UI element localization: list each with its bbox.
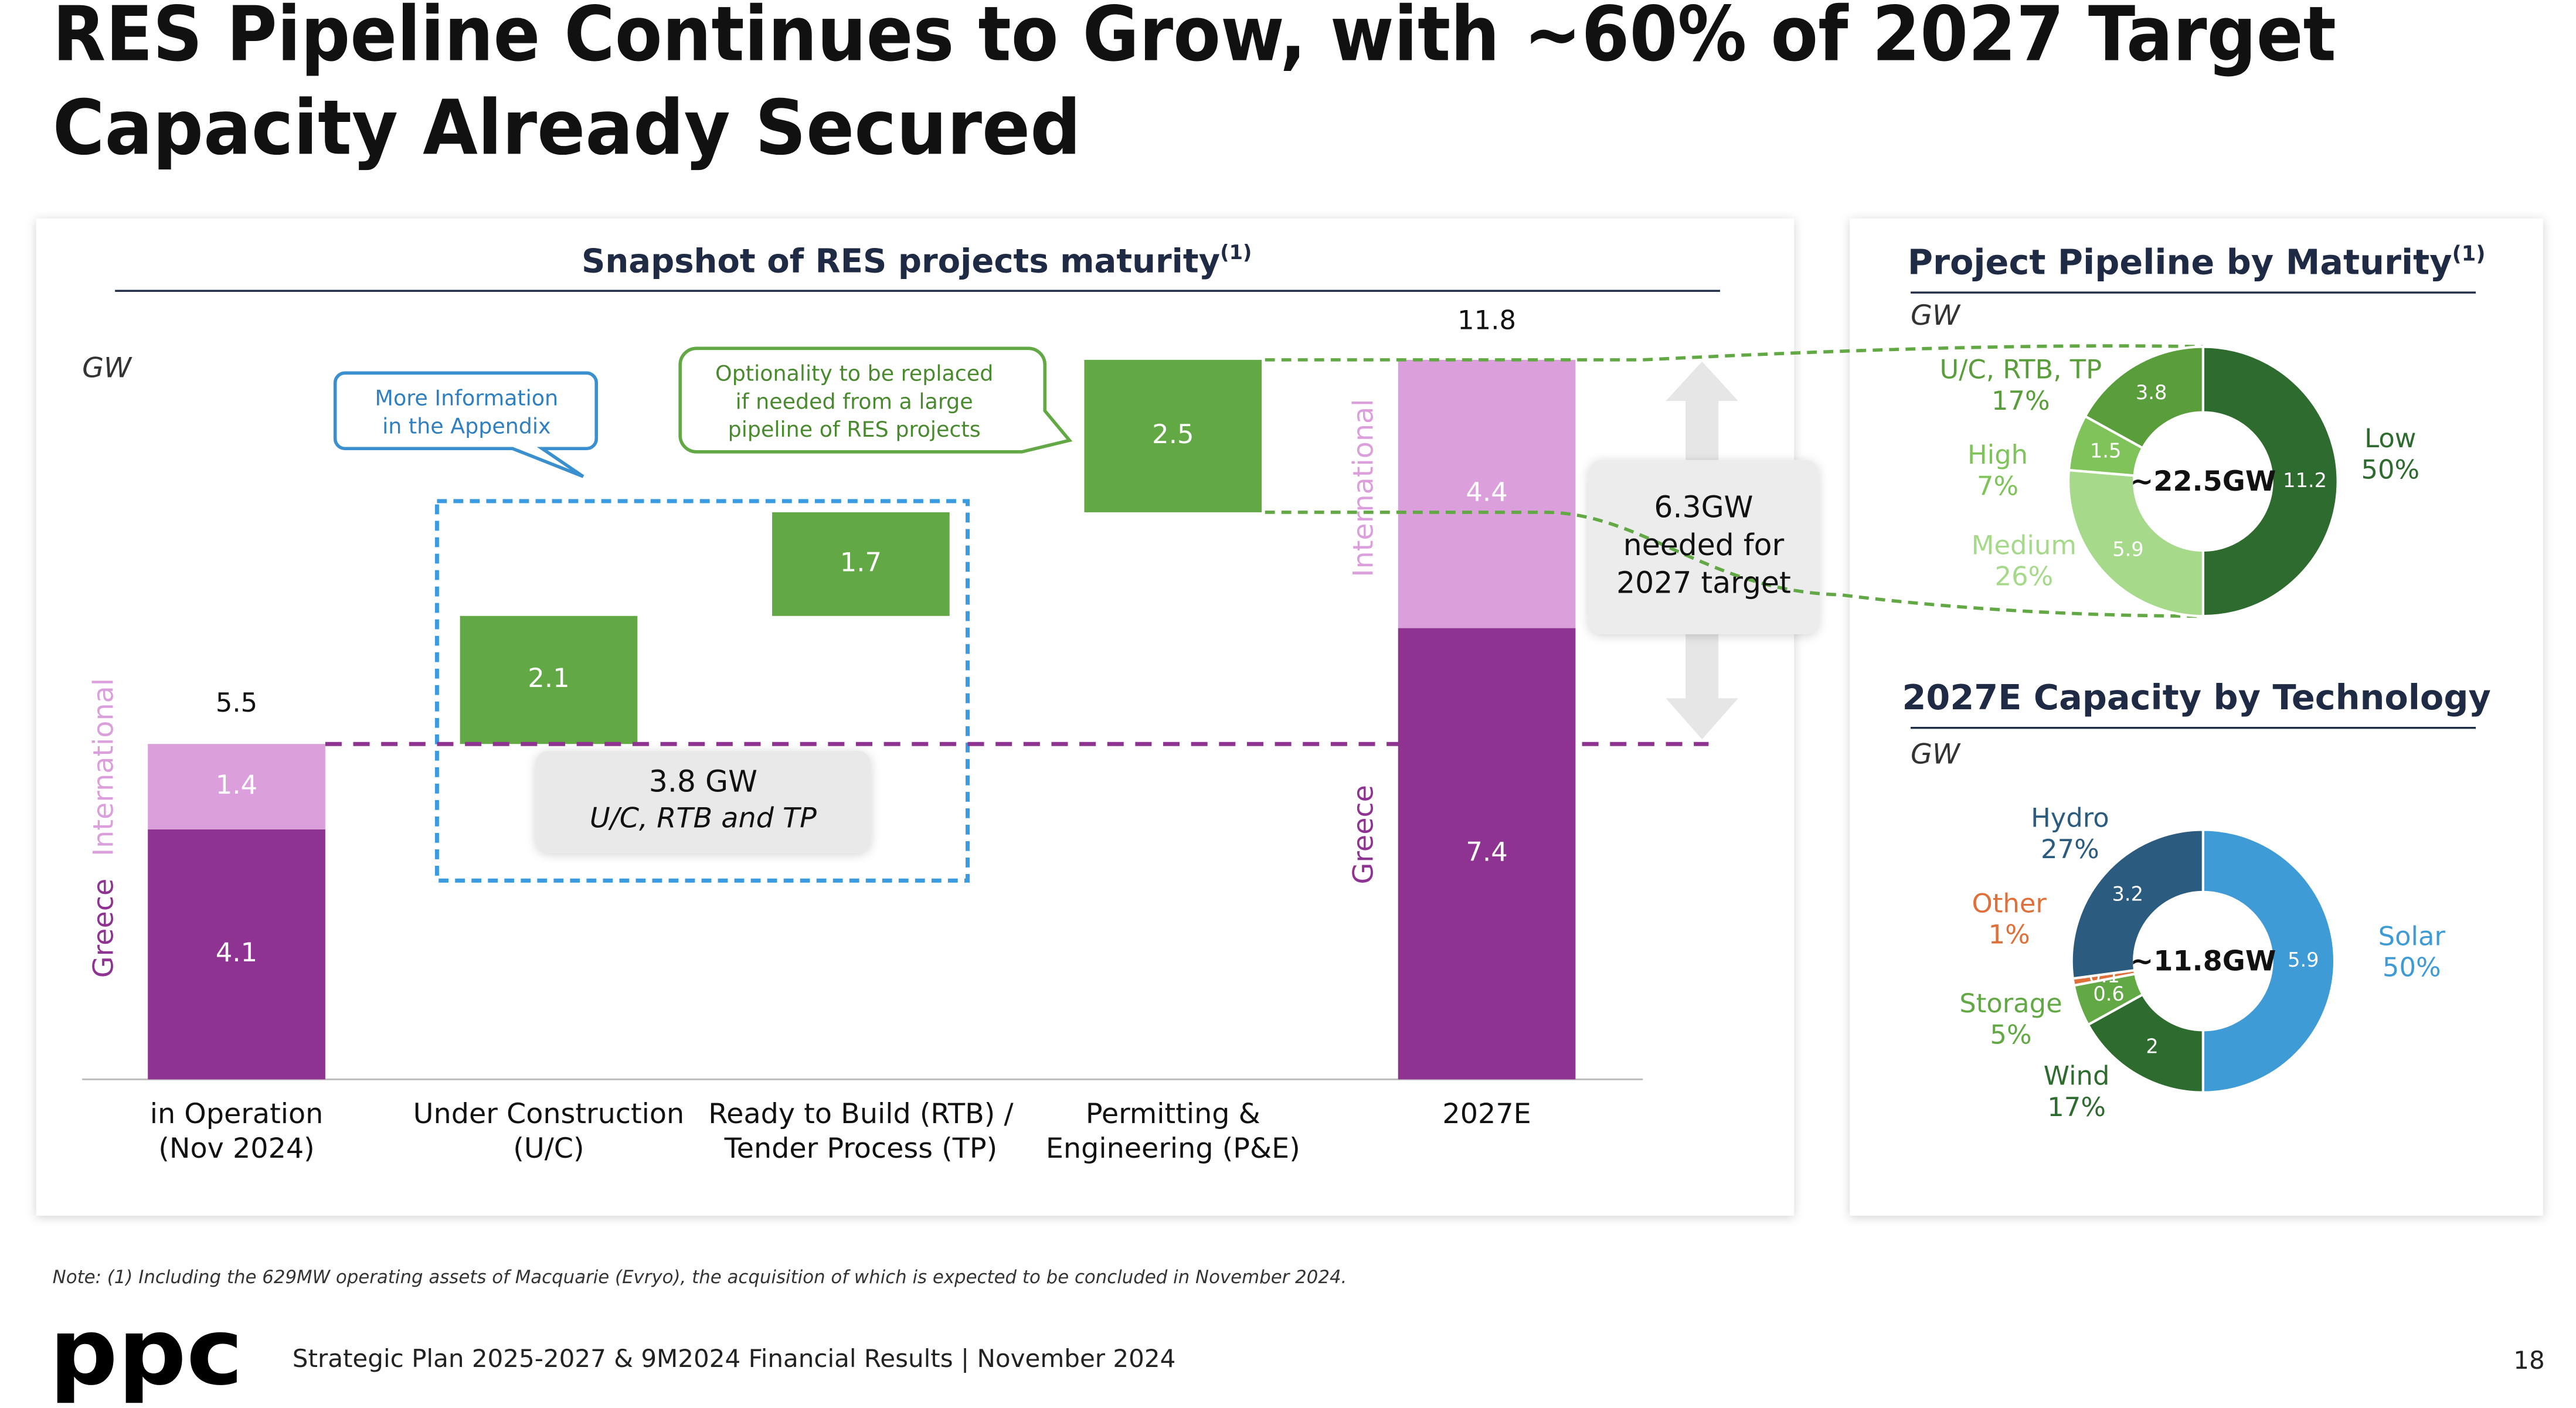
- guide-line: [1265, 344, 2203, 362]
- donut-segment: [2067, 468, 2204, 618]
- value-label: 3.2: [2112, 882, 2143, 905]
- value-label: 5.9: [2112, 538, 2143, 560]
- x-tick-label: Permitting &: [1086, 1098, 1260, 1130]
- chart-title: 2027E Capacity by Technology: [1902, 677, 2491, 717]
- donut-segment: [2086, 992, 2204, 1094]
- annotation: 3.8 GW: [649, 764, 757, 798]
- unit-label: GW: [82, 352, 132, 385]
- value-label: 1.5: [2090, 439, 2121, 462]
- category-label: Other: [1972, 887, 2047, 919]
- bar: [772, 512, 950, 616]
- category-label: High: [1967, 439, 2028, 470]
- share-label: 17%: [1992, 385, 2050, 416]
- value-label: 2: [2146, 1035, 2158, 1057]
- center-label: ~22.5GW: [2130, 465, 2276, 498]
- bar: [148, 744, 325, 829]
- total-label: 11.8: [1457, 304, 1516, 335]
- callout: [1588, 460, 1819, 634]
- annotation: More Information: [375, 386, 559, 411]
- share-label: 1%: [1989, 919, 2030, 950]
- share-label: 50%: [2383, 952, 2441, 983]
- x-tick-label: (Nov 2024): [158, 1132, 314, 1165]
- share-label: 26%: [1995, 561, 2054, 592]
- slide-title: Capacity Already Secured: [53, 84, 1081, 172]
- share-label: 5%: [1990, 1019, 2031, 1050]
- value-label: 5.9: [2288, 948, 2319, 971]
- annotation: U/C, RTB and TP: [590, 802, 817, 835]
- callout: [678, 346, 1073, 454]
- series-label: International: [1348, 399, 1380, 577]
- bar: [460, 615, 638, 744]
- donut-segment: [2201, 345, 2339, 618]
- unit-label: GW: [1911, 738, 1961, 770]
- value-label: 11.2: [2283, 469, 2327, 492]
- category-label: Solar: [2378, 920, 2446, 951]
- title-note: (1): [2452, 242, 2486, 266]
- footer: Strategic Plan 2025-2027 & 9M2024 Financ…: [293, 1344, 1176, 1373]
- share-label: 17%: [2047, 1091, 2106, 1123]
- value-label: 0.6: [2093, 982, 2124, 1005]
- share-label: 27%: [2041, 834, 2099, 865]
- slide-title: RES Pipeline Continues to Grow, with ~60…: [53, 0, 2336, 79]
- category-label: Wind: [2044, 1060, 2110, 1091]
- series-label: Greece: [87, 879, 120, 978]
- series-label: International: [87, 678, 120, 856]
- category-label: Low: [2364, 423, 2416, 454]
- annotation: pipeline of RES projects: [728, 417, 981, 442]
- value-label: 7.4: [1466, 836, 1507, 867]
- title-text: Project Pipeline by Maturity: [1908, 242, 2452, 282]
- annotation: needed for: [1623, 528, 1785, 562]
- footnote: Note: (1) Including the 629MW operating …: [53, 1267, 1347, 1288]
- bar: [148, 829, 325, 1080]
- logo: ppc: [49, 1299, 243, 1406]
- category-label: U/C, RTB, TP: [1939, 354, 2102, 385]
- callout: [535, 750, 871, 853]
- x-tick-label: 2027E: [1442, 1098, 1531, 1130]
- title-text: 2027E Capacity by Technology: [1902, 677, 2491, 717]
- title-note: (1): [1220, 240, 1252, 263]
- share-label: 7%: [1977, 470, 2018, 501]
- category-label: Storage: [1959, 988, 2062, 1019]
- bar: [1084, 359, 1262, 512]
- value-label: 2.1: [528, 662, 569, 693]
- category-label: Hydro: [2031, 802, 2109, 834]
- callout: [333, 371, 599, 478]
- x-tick-label: Tender Process (TP): [724, 1132, 998, 1165]
- center-label: ~11.8GW: [2130, 945, 2276, 977]
- unit-label: GW: [1911, 300, 1961, 332]
- donut-segment: [2070, 828, 2204, 980]
- title-text: Snapshot of RES projects maturity: [582, 242, 1220, 280]
- guide-line: [1265, 511, 2203, 618]
- x-tick-label: Ready to Build (RTB) /: [708, 1098, 1014, 1130]
- series-label: Greece: [1348, 785, 1380, 885]
- x-tick-label: (U/C): [513, 1132, 584, 1165]
- donut-segment: [2201, 828, 2336, 1094]
- value-label: 1.4: [216, 769, 257, 800]
- value-label: 3.8: [2136, 381, 2167, 404]
- value-label: 2.5: [1152, 419, 1194, 450]
- value-label: 1.7: [840, 546, 882, 577]
- secured-box: [434, 499, 970, 883]
- bar: [1398, 359, 1576, 628]
- annotation: in the Appendix: [382, 413, 550, 438]
- annotation: 6.3GW: [1654, 489, 1753, 524]
- total-label: 5.5: [216, 687, 257, 718]
- chart-title: Project Pipeline by Maturity(1): [1908, 242, 2486, 282]
- value-label: 4.1: [216, 937, 257, 968]
- x-tick-label: Under Construction: [413, 1098, 685, 1130]
- chart-title: Snapshot of RES projects maturity(1): [582, 240, 1252, 280]
- annotation: 2027 target: [1616, 565, 1791, 600]
- value-label: 4.4: [1466, 477, 1507, 508]
- annotation: if needed from a large: [736, 389, 973, 414]
- x-tick-label: in Operation: [150, 1098, 324, 1130]
- category-label: Medium: [1972, 529, 2077, 560]
- bar: [1398, 628, 1576, 1080]
- page-number: 18: [2513, 1346, 2544, 1375]
- annotation: Optionality to be replaced: [715, 361, 993, 386]
- donut-segment: [2083, 345, 2204, 450]
- x-tick-label: Engineering (P&E): [1046, 1132, 1300, 1165]
- share-label: 50%: [2361, 454, 2420, 485]
